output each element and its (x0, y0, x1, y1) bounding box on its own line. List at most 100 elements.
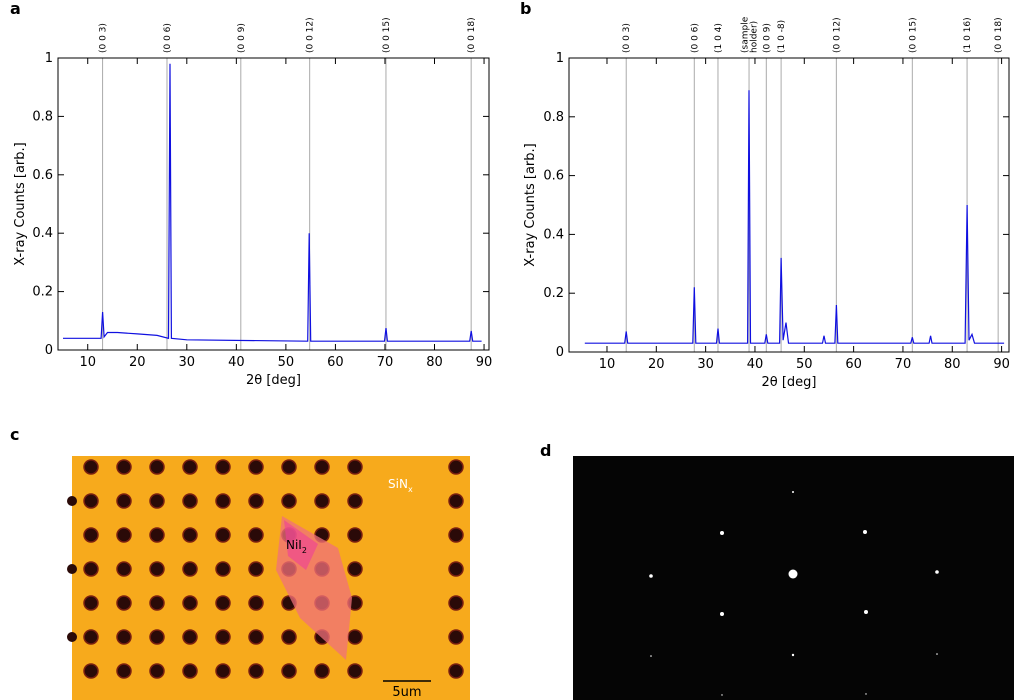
hole (83, 493, 99, 509)
y-axis-label: X-ray Counts [arb.] (523, 143, 538, 266)
y-tick-label: 0.8 (32, 109, 53, 124)
y-tick-label: 0 (556, 345, 564, 360)
hole (182, 595, 198, 611)
hole (215, 595, 231, 611)
x-tick-label: 70 (895, 357, 912, 372)
substrate-sub: x (408, 485, 413, 494)
x-tick-label: 60 (845, 357, 862, 372)
y-tick-label: 1 (45, 51, 53, 66)
annotation: (0 0 9) (762, 23, 772, 53)
hole (347, 629, 363, 645)
hole (149, 595, 165, 611)
hole (116, 459, 132, 475)
hole (182, 493, 198, 509)
hole (83, 663, 99, 679)
x-tick-label: 30 (697, 357, 714, 372)
hole (149, 459, 165, 475)
x-tick-label: 40 (228, 355, 245, 370)
hole (281, 459, 297, 475)
spot (864, 610, 868, 614)
hole (215, 527, 231, 543)
x-tick-label: 50 (796, 357, 813, 372)
hole (67, 496, 77, 506)
hole (248, 629, 264, 645)
hole (149, 527, 165, 543)
panel-label: a (10, 0, 21, 18)
spot (936, 653, 938, 655)
hole (448, 459, 464, 475)
x-tick-label: 80 (944, 357, 961, 372)
hole (248, 493, 264, 509)
flake-region (284, 520, 318, 570)
hole (182, 663, 198, 679)
hole (281, 629, 297, 645)
spot (788, 569, 798, 579)
y-tick-label: 0.6 (32, 168, 53, 183)
annotation: (0 0 12) (306, 17, 316, 53)
annotation: (0 0 6) (163, 23, 173, 53)
hole (215, 629, 231, 645)
y-tick-label: 1 (556, 51, 564, 66)
hole (448, 629, 464, 645)
hole (347, 459, 363, 475)
annotation: (0 0 15) (908, 17, 918, 53)
annotation: (0 0 3) (622, 23, 632, 53)
plot-frame (568, 57, 1010, 353)
scale-bar-label: 5um (392, 685, 421, 700)
hole (281, 493, 297, 509)
annotation: (1 0 -8) (777, 20, 787, 53)
hole (314, 459, 330, 475)
flake-sub: 2 (302, 546, 307, 555)
hole (448, 527, 464, 543)
annotation: (1 0 4) (714, 23, 724, 53)
substrate-text: SiN (388, 477, 408, 491)
hole (347, 663, 363, 679)
x-tick-label: 10 (599, 357, 616, 372)
spot (935, 570, 939, 574)
hole (116, 493, 132, 509)
y-tick-label: 0.6 (543, 169, 564, 184)
hole (248, 459, 264, 475)
x-tick-label: 20 (648, 357, 665, 372)
hole (83, 459, 99, 475)
spot (865, 693, 867, 695)
hole (67, 632, 77, 642)
spot (792, 491, 794, 493)
hole (248, 561, 264, 577)
x-tick-label: 70 (377, 355, 394, 370)
hole (314, 663, 330, 679)
y-tick-label: 0.8 (543, 110, 564, 125)
hole (182, 527, 198, 543)
y-tick-label: 0 (45, 343, 53, 358)
spot (720, 612, 724, 616)
diffraction-spots (649, 491, 939, 696)
hole (116, 629, 132, 645)
annotation: (0 0 9) (237, 23, 247, 53)
spot (649, 574, 653, 578)
x-tick-label: 90 (993, 357, 1010, 372)
hole (248, 527, 264, 543)
hole (215, 493, 231, 509)
annotation: (0 0 15) (382, 17, 392, 53)
hole (182, 561, 198, 577)
x-tick-label: 40 (747, 357, 764, 372)
substrate-label: SiNx (388, 477, 413, 494)
hole (83, 561, 99, 577)
x-tick-label: 20 (129, 355, 146, 370)
spot (721, 694, 723, 696)
panel-label: b (520, 0, 531, 18)
y-tick-label: 0.4 (543, 227, 564, 242)
hole (116, 595, 132, 611)
hole (116, 663, 132, 679)
x-tick-label: 50 (278, 355, 295, 370)
hole (215, 561, 231, 577)
spot (791, 653, 795, 657)
spot (650, 655, 652, 657)
data-line (63, 63, 482, 342)
x-tick-label: 10 (79, 355, 96, 370)
hole (448, 561, 464, 577)
x-tick-label: 30 (179, 355, 196, 370)
y-axis-label: X-ray Counts [arb.] (13, 142, 28, 265)
hole (149, 561, 165, 577)
plot-frame (57, 57, 490, 351)
